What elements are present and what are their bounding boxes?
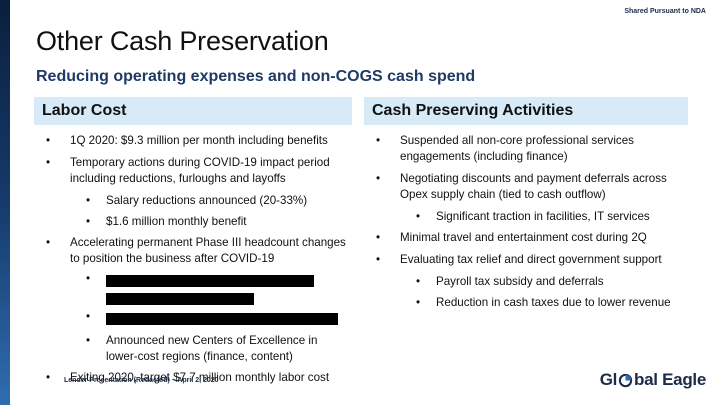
list-item: Evaluating tax relief and direct governm… bbox=[366, 252, 686, 268]
bullet-icon: • bbox=[86, 272, 91, 285]
slide-subtitle: Reducing operating expenses and non-COGS… bbox=[36, 68, 476, 85]
list-item: $1.6 million monthly benefit bbox=[36, 214, 346, 230]
list-item: Reduction in cash taxes due to lower rev… bbox=[366, 295, 686, 311]
redacted-item: • bbox=[36, 310, 346, 327]
list-item: Announced new Centers of Excellence in l… bbox=[36, 333, 346, 365]
list-item: Payroll tax subsidy and deferrals bbox=[366, 274, 686, 290]
logo-text-part1: Gl bbox=[599, 370, 618, 389]
left-accent-bar bbox=[0, 0, 10, 405]
globe-o-icon bbox=[618, 373, 633, 387]
footer-text: Lender Presentation (Redacted) – April 2… bbox=[64, 377, 219, 384]
list-item: Significant traction in facilities, IT s… bbox=[366, 209, 686, 225]
redacted-item: • bbox=[36, 272, 346, 305]
list-item: Exiting 2020, target $7.7 million monthl… bbox=[36, 370, 346, 386]
slide-title: Other Cash Preservation bbox=[36, 26, 329, 56]
redaction-bar bbox=[106, 313, 338, 325]
redaction-bar bbox=[106, 274, 314, 287]
list-item: Suspended all non-core professional serv… bbox=[366, 133, 686, 165]
bullet-icon: • bbox=[86, 310, 91, 324]
list-item: Salary reductions announced (20-33%) bbox=[36, 193, 346, 209]
cash-preserving-header: Cash Preserving Activities bbox=[364, 97, 688, 125]
global-eagle-logo: Gl bal Eagle bbox=[599, 370, 707, 390]
list-item: Accelerating permanent Phase III headcou… bbox=[36, 235, 346, 267]
list-item: Negotiating discounts and payment deferr… bbox=[366, 171, 686, 203]
list-item: 1Q 2020: $9.3 million per month includin… bbox=[36, 133, 346, 149]
list-item: Temporary actions during COVID-19 impact… bbox=[36, 155, 346, 187]
labor-cost-header: Labor Cost bbox=[34, 97, 352, 125]
list-item: Minimal travel and entertainment cost du… bbox=[366, 230, 686, 246]
logo-text-part2: bal Eagle bbox=[634, 370, 706, 389]
cash-preserving-list: Suspended all non-core professional serv… bbox=[366, 133, 686, 316]
labor-cost-list: 1Q 2020: $9.3 million per month includin… bbox=[36, 133, 346, 392]
redaction-bar bbox=[106, 293, 254, 305]
nda-note: Shared Pursuant to NDA bbox=[624, 8, 706, 15]
